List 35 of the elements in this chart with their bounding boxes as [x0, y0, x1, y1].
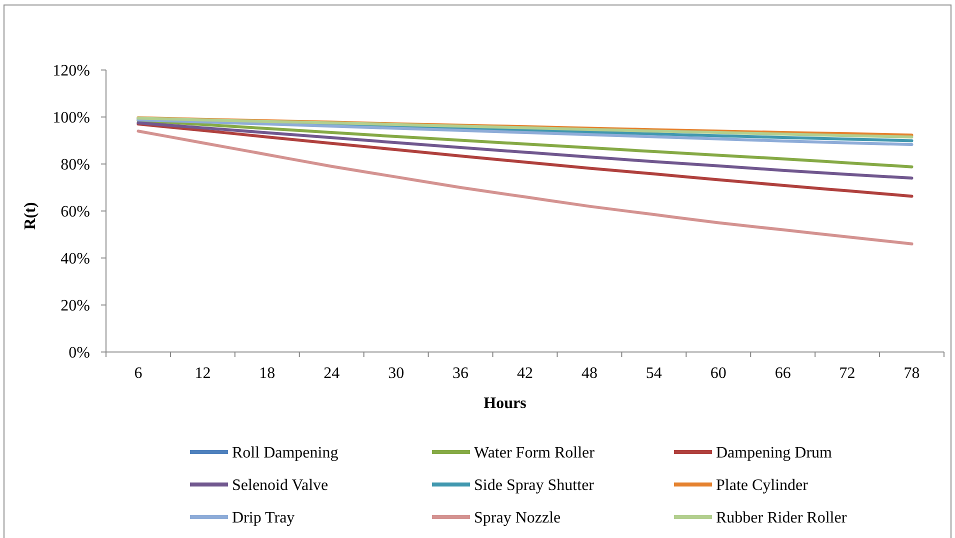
x-tick-label: 48: [581, 365, 598, 382]
line-series: [136, 122, 914, 198]
y-axis-title: R(t): [22, 202, 39, 230]
y-tick-label: 0%: [68, 344, 90, 362]
legend-label: Roll Dampening: [232, 444, 338, 462]
x-tick-label: 54: [646, 365, 662, 382]
y-tick-label: 60%: [60, 204, 90, 221]
x-tick-label: 36: [452, 365, 469, 382]
x-tick-label: 18: [259, 365, 276, 382]
x-tick-label: 66: [774, 365, 791, 382]
x-tick-label: 42: [517, 365, 533, 382]
x-tick-label: 12: [194, 365, 211, 382]
legend-label: Rubber Rider Roller: [716, 510, 848, 527]
legend-label: Plate Cylinder: [716, 477, 809, 494]
y-tick-label: 40%: [60, 250, 90, 268]
line-series: [136, 130, 914, 246]
legend-label: Water Form Roller: [474, 444, 596, 462]
x-tick-label: 6: [134, 365, 142, 382]
x-tick-label: 72: [839, 365, 856, 382]
x-tick-label: 78: [904, 365, 920, 382]
line-series: [136, 121, 914, 180]
y-tick-label: 80%: [60, 156, 90, 174]
y-tick-label: 120%: [52, 62, 90, 80]
x-axis-title: Hours: [484, 395, 526, 412]
x-tick-label: 60: [710, 365, 726, 382]
line-series: [136, 119, 914, 168]
legend-label: Spray Nozzle: [474, 510, 561, 527]
y-tick-label: 100%: [52, 110, 90, 127]
legend-label: Side Spray Shutter: [474, 477, 595, 494]
x-tick-label: 30: [388, 365, 404, 382]
y-tick-label: 20%: [60, 298, 90, 315]
legend-label: Dampening Drum: [716, 444, 833, 462]
x-tick-label: 24: [324, 365, 340, 382]
legend-label: Drip Tray: [232, 510, 295, 527]
legend-label: Selenoid Valve: [232, 477, 328, 494]
